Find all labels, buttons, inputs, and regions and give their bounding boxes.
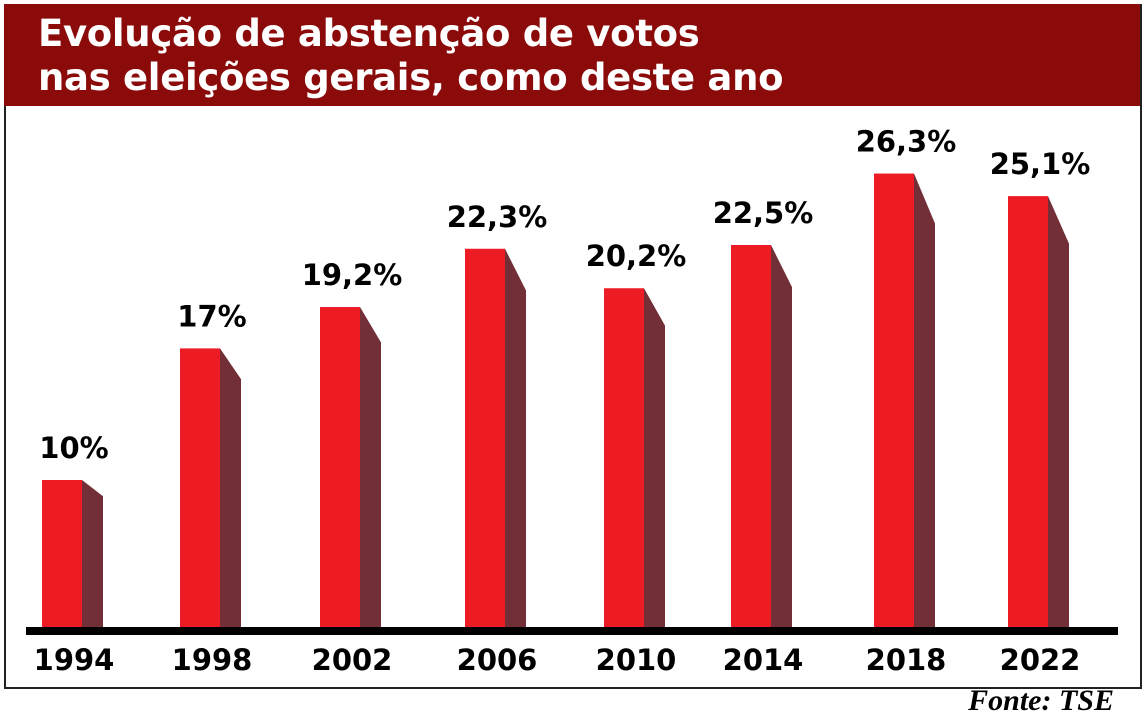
bar-side-2006 xyxy=(505,248,526,628)
bar-1998 xyxy=(180,348,220,628)
title-banner: Evolução de abstenção de votos nas eleiç… xyxy=(4,4,1140,106)
data-label: 22,5% xyxy=(713,196,814,230)
bar-1994 xyxy=(42,480,82,628)
bar-side-2018 xyxy=(914,173,935,628)
source-note: Fonte: TSE xyxy=(968,684,1114,717)
bar-2010 xyxy=(604,288,644,628)
x-tick-label: 1998 xyxy=(172,643,253,677)
data-label: 10% xyxy=(39,431,108,465)
data-label: 19,2% xyxy=(302,258,403,292)
bar-2022 xyxy=(1008,196,1048,628)
bar-2006 xyxy=(465,248,505,628)
data-label: 17% xyxy=(177,299,246,333)
bar-side-2010 xyxy=(644,288,665,628)
bar-2014 xyxy=(731,245,771,628)
x-tick-label: 2014 xyxy=(723,643,804,677)
data-label: 20,2% xyxy=(586,239,687,273)
x-axis-baseline xyxy=(26,627,1118,635)
x-tick-label: 2002 xyxy=(312,643,393,677)
bar-side-2002 xyxy=(360,307,381,628)
x-tick-label: 1994 xyxy=(34,643,115,677)
chart-title: Evolução de abstenção de votos nas eleiç… xyxy=(38,12,784,99)
x-tick-label: 2018 xyxy=(866,643,947,677)
bar-side-1994 xyxy=(82,480,103,628)
bar-2002 xyxy=(320,307,360,628)
bar-2018 xyxy=(874,173,914,628)
data-label: 26,3% xyxy=(856,125,957,159)
x-tick-label: 2022 xyxy=(1000,643,1081,677)
x-tick-label: 2010 xyxy=(596,643,677,677)
x-tick-label: 2006 xyxy=(457,643,538,677)
data-label: 25,1% xyxy=(990,147,1091,181)
data-label: 22,3% xyxy=(447,200,548,234)
bar-side-2022 xyxy=(1048,196,1069,628)
bar-side-1998 xyxy=(220,348,241,628)
bar-side-2014 xyxy=(771,245,792,628)
